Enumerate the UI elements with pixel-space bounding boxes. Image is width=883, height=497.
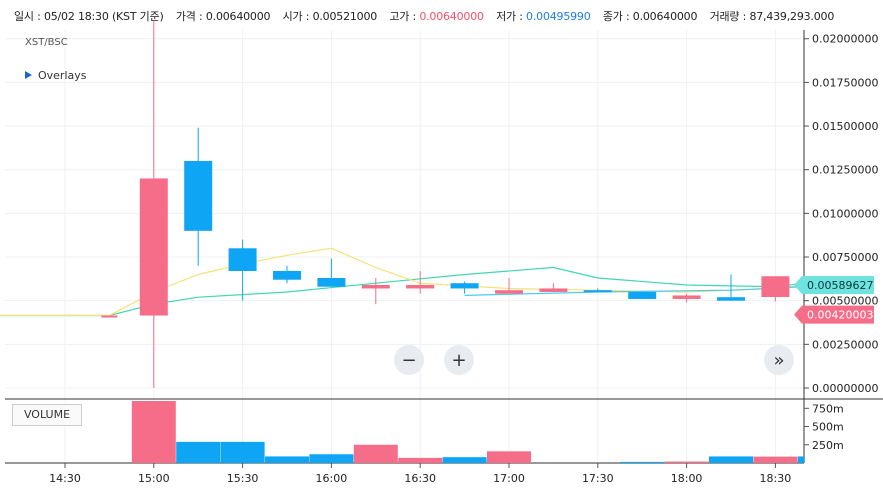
volume-tick-label: 500m [812,421,844,434]
x-tick-label: 17:30 [582,472,614,485]
low-label: 저가 [496,10,516,23]
candle-body [139,178,168,316]
candle-body [273,270,301,280]
price-tag-lower-shape [794,305,874,324]
x-tick-label: 15:30 [227,472,259,485]
y-tick-label: 0.00750000 [812,251,878,264]
date-label: 일시 [14,10,34,23]
zoom-in-button[interactable]: + [444,345,474,375]
volume-bar [265,456,309,463]
expand-triangle-icon [25,71,32,79]
volume-bar [797,456,804,463]
x-tick-label: 14:30 [49,472,81,485]
x-tick-label: 15:00 [138,472,170,485]
candle-body [101,315,118,318]
candle-body [761,276,790,298]
y-tick-label: 0.02000000 [812,33,878,46]
y-tick-label: 0.00500000 [812,295,878,308]
volume-panel-label: VOLUME [12,404,82,426]
candle-body [228,248,257,271]
y-tick-label: 0.01250000 [812,164,878,177]
x-tick-label: 18:00 [671,472,703,485]
x-tick-label: 16:30 [404,472,436,485]
volume-bar [442,457,487,463]
volume-value: 87,439,293.000 [749,10,835,23]
volume-bar [709,456,753,463]
zoom-out-button[interactable]: − [394,345,424,375]
low-value: 0.00495990 [526,10,591,23]
candle-body [361,284,390,289]
x-tick-label: 17:00 [493,472,525,485]
candle-body [628,291,657,299]
candle-body [450,283,479,289]
y-tick-label: 0.01750000 [812,76,878,89]
volume-bar [176,441,221,463]
candle-body [317,277,346,287]
candle-body [717,297,745,301]
volume-bar [309,454,354,463]
candle-body [406,284,435,289]
candle-body [672,295,701,299]
high-value: 0.00640000 [419,10,484,23]
volume-tick-label: 250m [812,439,844,452]
volume-bar [487,451,531,463]
scroll-forward-button[interactable]: » [764,345,794,375]
volume-bar [131,401,176,463]
close-label: 종가 [602,10,623,23]
price-label: 가격 [175,10,196,23]
volume-bar [753,456,798,463]
open-value: 0.00521000 [312,10,378,23]
high-label: 고가 [389,10,410,23]
candle-body [495,290,523,294]
open-label: 시가 [282,10,303,23]
close-value: 0.00640000 [632,10,698,23]
volume-bar [220,441,265,463]
y-tick-label: 0.01000000 [812,207,878,220]
candle-body [184,160,213,231]
candle-body [539,288,568,292]
y-tick-label: 0.00000000 [812,382,878,395]
price-value: 0.00640000 [205,10,271,23]
volume-label: 거래량 [709,10,740,23]
y-tick-label: 0.00250000 [812,338,878,351]
x-tick-label: 18:30 [760,472,792,485]
overlays-toggle[interactable]: Overlays [25,69,87,82]
price-tag-upper-shape [794,276,874,295]
candle-body [583,290,612,293]
y-tick-label: 0.01500000 [812,120,878,133]
ohlc-info-bar: 일시 : 05/02 18:30 (KST 기준) 가격 : 0.0064000… [14,10,835,23]
volume-tick-label: 750m [812,402,844,415]
overlays-label: Overlays [38,69,87,82]
ma-short-series-line [0,247,806,317]
volume-bar [398,457,443,463]
price-tag-lower-label: 0.00420003 [807,309,873,322]
volume-bar [664,461,709,463]
price-tag-upper-label: 0.00589627 [807,279,873,292]
date-value: 05/02 18:30 (KST 기준) [43,10,164,23]
symbol-label: XST/BSC [25,37,68,48]
volume-bar [620,461,665,463]
volume-bar [353,444,398,463]
x-tick-label: 16:00 [316,472,348,485]
